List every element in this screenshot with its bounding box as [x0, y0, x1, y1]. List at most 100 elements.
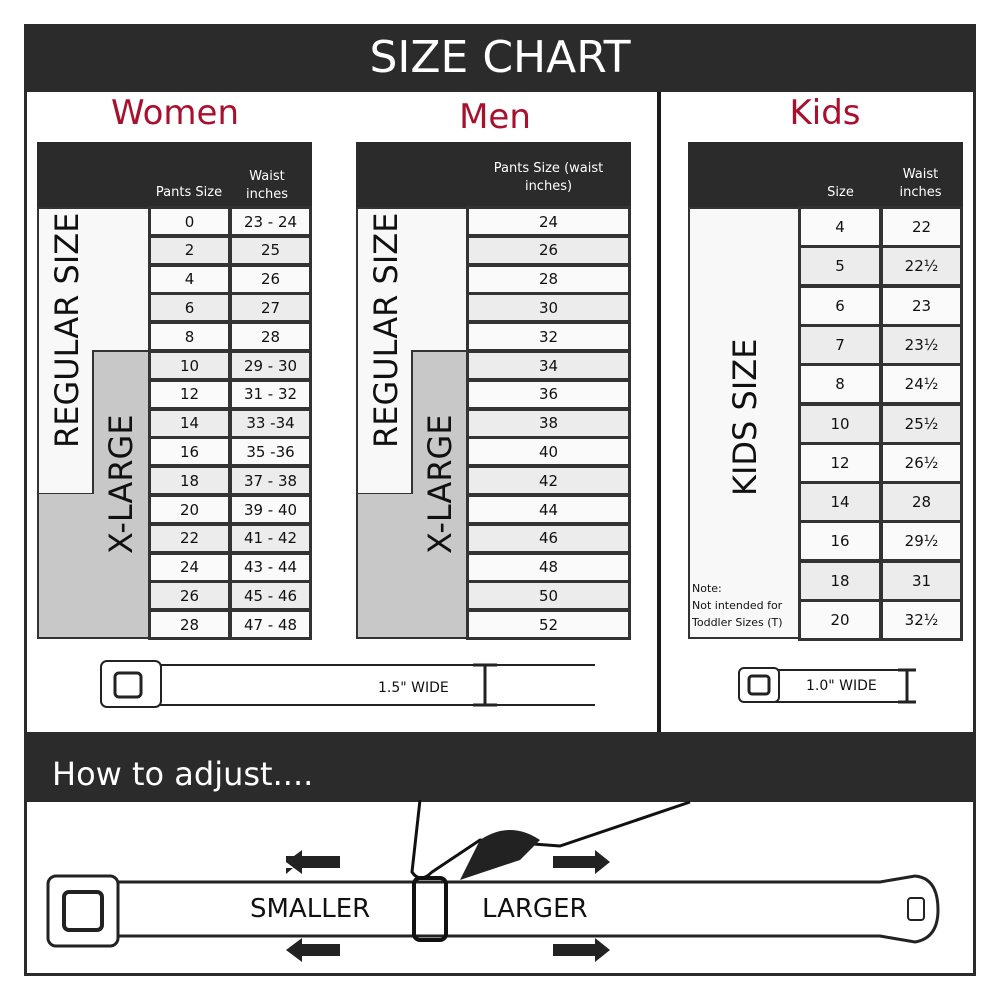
- women-regular-label: REGULAR SIZE: [48, 212, 86, 448]
- kids-waist-cell: 23: [880, 284, 963, 327]
- men-heading: Men: [459, 97, 531, 137]
- men-size-cell: 46: [466, 522, 631, 554]
- men-size-cell: 52: [466, 609, 631, 641]
- arrow-icons: [286, 850, 610, 962]
- women-size-cell: 2: [148, 234, 231, 266]
- men-size-cell: 40: [466, 436, 631, 468]
- women-table-header: Pants Size Waist inches: [37, 142, 312, 207]
- kids-size-cell: 4: [798, 206, 882, 248]
- men-size-cell: 50: [466, 580, 631, 612]
- kids-size-cell: 7: [798, 323, 882, 366]
- men-size-cell: 34: [466, 350, 631, 381]
- kids-waist-cell: 31: [880, 559, 963, 602]
- women-waist-cell: 28: [229, 321, 312, 353]
- men-size-cell: 44: [466, 494, 631, 525]
- women-waist-cell: 33 -34: [229, 407, 312, 439]
- women-size-cell: 16: [148, 436, 231, 468]
- women-size-cell: 12: [148, 378, 231, 410]
- women-waist-cell: 29 - 30: [229, 350, 312, 381]
- kids-belt-illustration: [738, 667, 916, 704]
- women-waist-cell: 31 - 32: [229, 378, 312, 410]
- men-size-cell: 24: [466, 206, 631, 237]
- men-xlarge-label: X-LARGE: [421, 414, 459, 554]
- kids-size-cell: 6: [798, 284, 882, 327]
- women-size-cell: 20: [148, 494, 231, 525]
- adjust-heading: How to adjust....: [24, 732, 976, 802]
- women-xlarge-region-top: [92, 350, 150, 496]
- women-waist-cell: 37 - 38: [229, 465, 312, 497]
- kids-waist-cell: 26½: [880, 441, 963, 484]
- kids-size-cell: 20: [798, 599, 882, 641]
- men-size-cell: 36: [466, 378, 631, 410]
- kids-size-cell: 10: [798, 402, 882, 445]
- kids-table-header: Size Waist inches: [688, 142, 963, 207]
- women-waist-cell: 41 - 42: [229, 522, 312, 554]
- men-size-cell: 42: [466, 465, 631, 497]
- men-size-cell: 30: [466, 292, 631, 324]
- women-size-cell: 8: [148, 321, 231, 353]
- women-waist-cell: 26: [229, 263, 312, 295]
- women-xlarge-label: X-LARGE: [102, 414, 140, 554]
- women-waist-cell: 23 - 24: [229, 206, 312, 237]
- women-waist-cell: 27: [229, 292, 312, 324]
- kids-waist-cell: 22: [880, 206, 963, 248]
- larger-label: LARGER: [482, 894, 588, 924]
- kids-size-cell: 5: [798, 245, 882, 288]
- adult-belt-illustration: [100, 660, 595, 708]
- men-size-cell: 48: [466, 551, 631, 583]
- women-col-waist: Waist inches: [245, 169, 288, 202]
- kids-region: [688, 207, 800, 639]
- women-size-cell: 22: [148, 522, 231, 554]
- women-size-cell: 26: [148, 580, 231, 612]
- kids-waist-cell: 29½: [880, 520, 963, 563]
- adult-belt-width: 1.5" WIDE: [378, 680, 449, 696]
- women-heading: Women: [110, 93, 239, 133]
- divider: [657, 92, 661, 732]
- women-size-cell: 10: [148, 350, 231, 381]
- men-regular-label: REGULAR SIZE: [367, 212, 405, 448]
- kids-waist-cell: 23½: [880, 323, 963, 366]
- kids-waist-cell: 24½: [880, 363, 963, 406]
- women-waist-cell: 45 - 46: [229, 580, 312, 612]
- women-waist-cell: 43 - 44: [229, 551, 312, 583]
- men-table-header: Pants Size (waist inches): [356, 142, 631, 207]
- page-title: SIZE CHART: [24, 24, 976, 92]
- adjust-belt-illustration: [46, 800, 940, 962]
- women-size-cell: 14: [148, 407, 231, 439]
- kids-col-size: Size: [827, 185, 854, 200]
- men-col-size: Pants Size (waist inches): [493, 161, 604, 194]
- kids-col-waist: Waist inches: [899, 167, 942, 200]
- women-waist-cell: 39 - 40: [229, 494, 312, 525]
- note-line-2: Toddler Sizes (T): [692, 616, 783, 629]
- women-size-cell: 28: [148, 609, 231, 641]
- men-size-cell: 32: [466, 321, 631, 353]
- kids-heading: Kids: [789, 93, 861, 133]
- men-size-cell: 28: [466, 263, 631, 295]
- kids-waist-cell: 22½: [880, 245, 963, 288]
- women-waist-cell: 47 - 48: [229, 609, 312, 641]
- kids-size-cell: 14: [798, 481, 882, 524]
- kids-note: Note: Not intended for Toddler Sizes (T): [692, 580, 783, 631]
- kids-label: KIDS SIZE: [726, 338, 764, 496]
- note-line-1: Not intended for: [692, 599, 783, 612]
- women-size-cell: 18: [148, 465, 231, 497]
- kids-size-cell: 16: [798, 520, 882, 563]
- kids-size-cell: 8: [798, 363, 882, 406]
- men-size-cell: 38: [466, 407, 631, 439]
- kids-waist-cell: 32½: [880, 599, 963, 641]
- women-waist-cell: 25: [229, 234, 312, 266]
- kids-waist-cell: 25½: [880, 402, 963, 445]
- note-title: Note:: [692, 582, 722, 595]
- women-size-cell: 6: [148, 292, 231, 324]
- men-size-cell: 26: [466, 234, 631, 266]
- women-col-size: Pants Size: [155, 185, 223, 200]
- kids-belt-width: 1.0" WIDE: [806, 678, 877, 694]
- kids-size-cell: 12: [798, 441, 882, 484]
- smaller-label: SMALLER: [250, 894, 371, 924]
- women-waist-cell: 35 -36: [229, 436, 312, 468]
- women-size-cell: 24: [148, 551, 231, 583]
- kids-size-cell: 18: [798, 559, 882, 602]
- women-size-cell: 4: [148, 263, 231, 295]
- kids-waist-cell: 28: [880, 481, 963, 524]
- women-size-cell: 0: [148, 206, 231, 237]
